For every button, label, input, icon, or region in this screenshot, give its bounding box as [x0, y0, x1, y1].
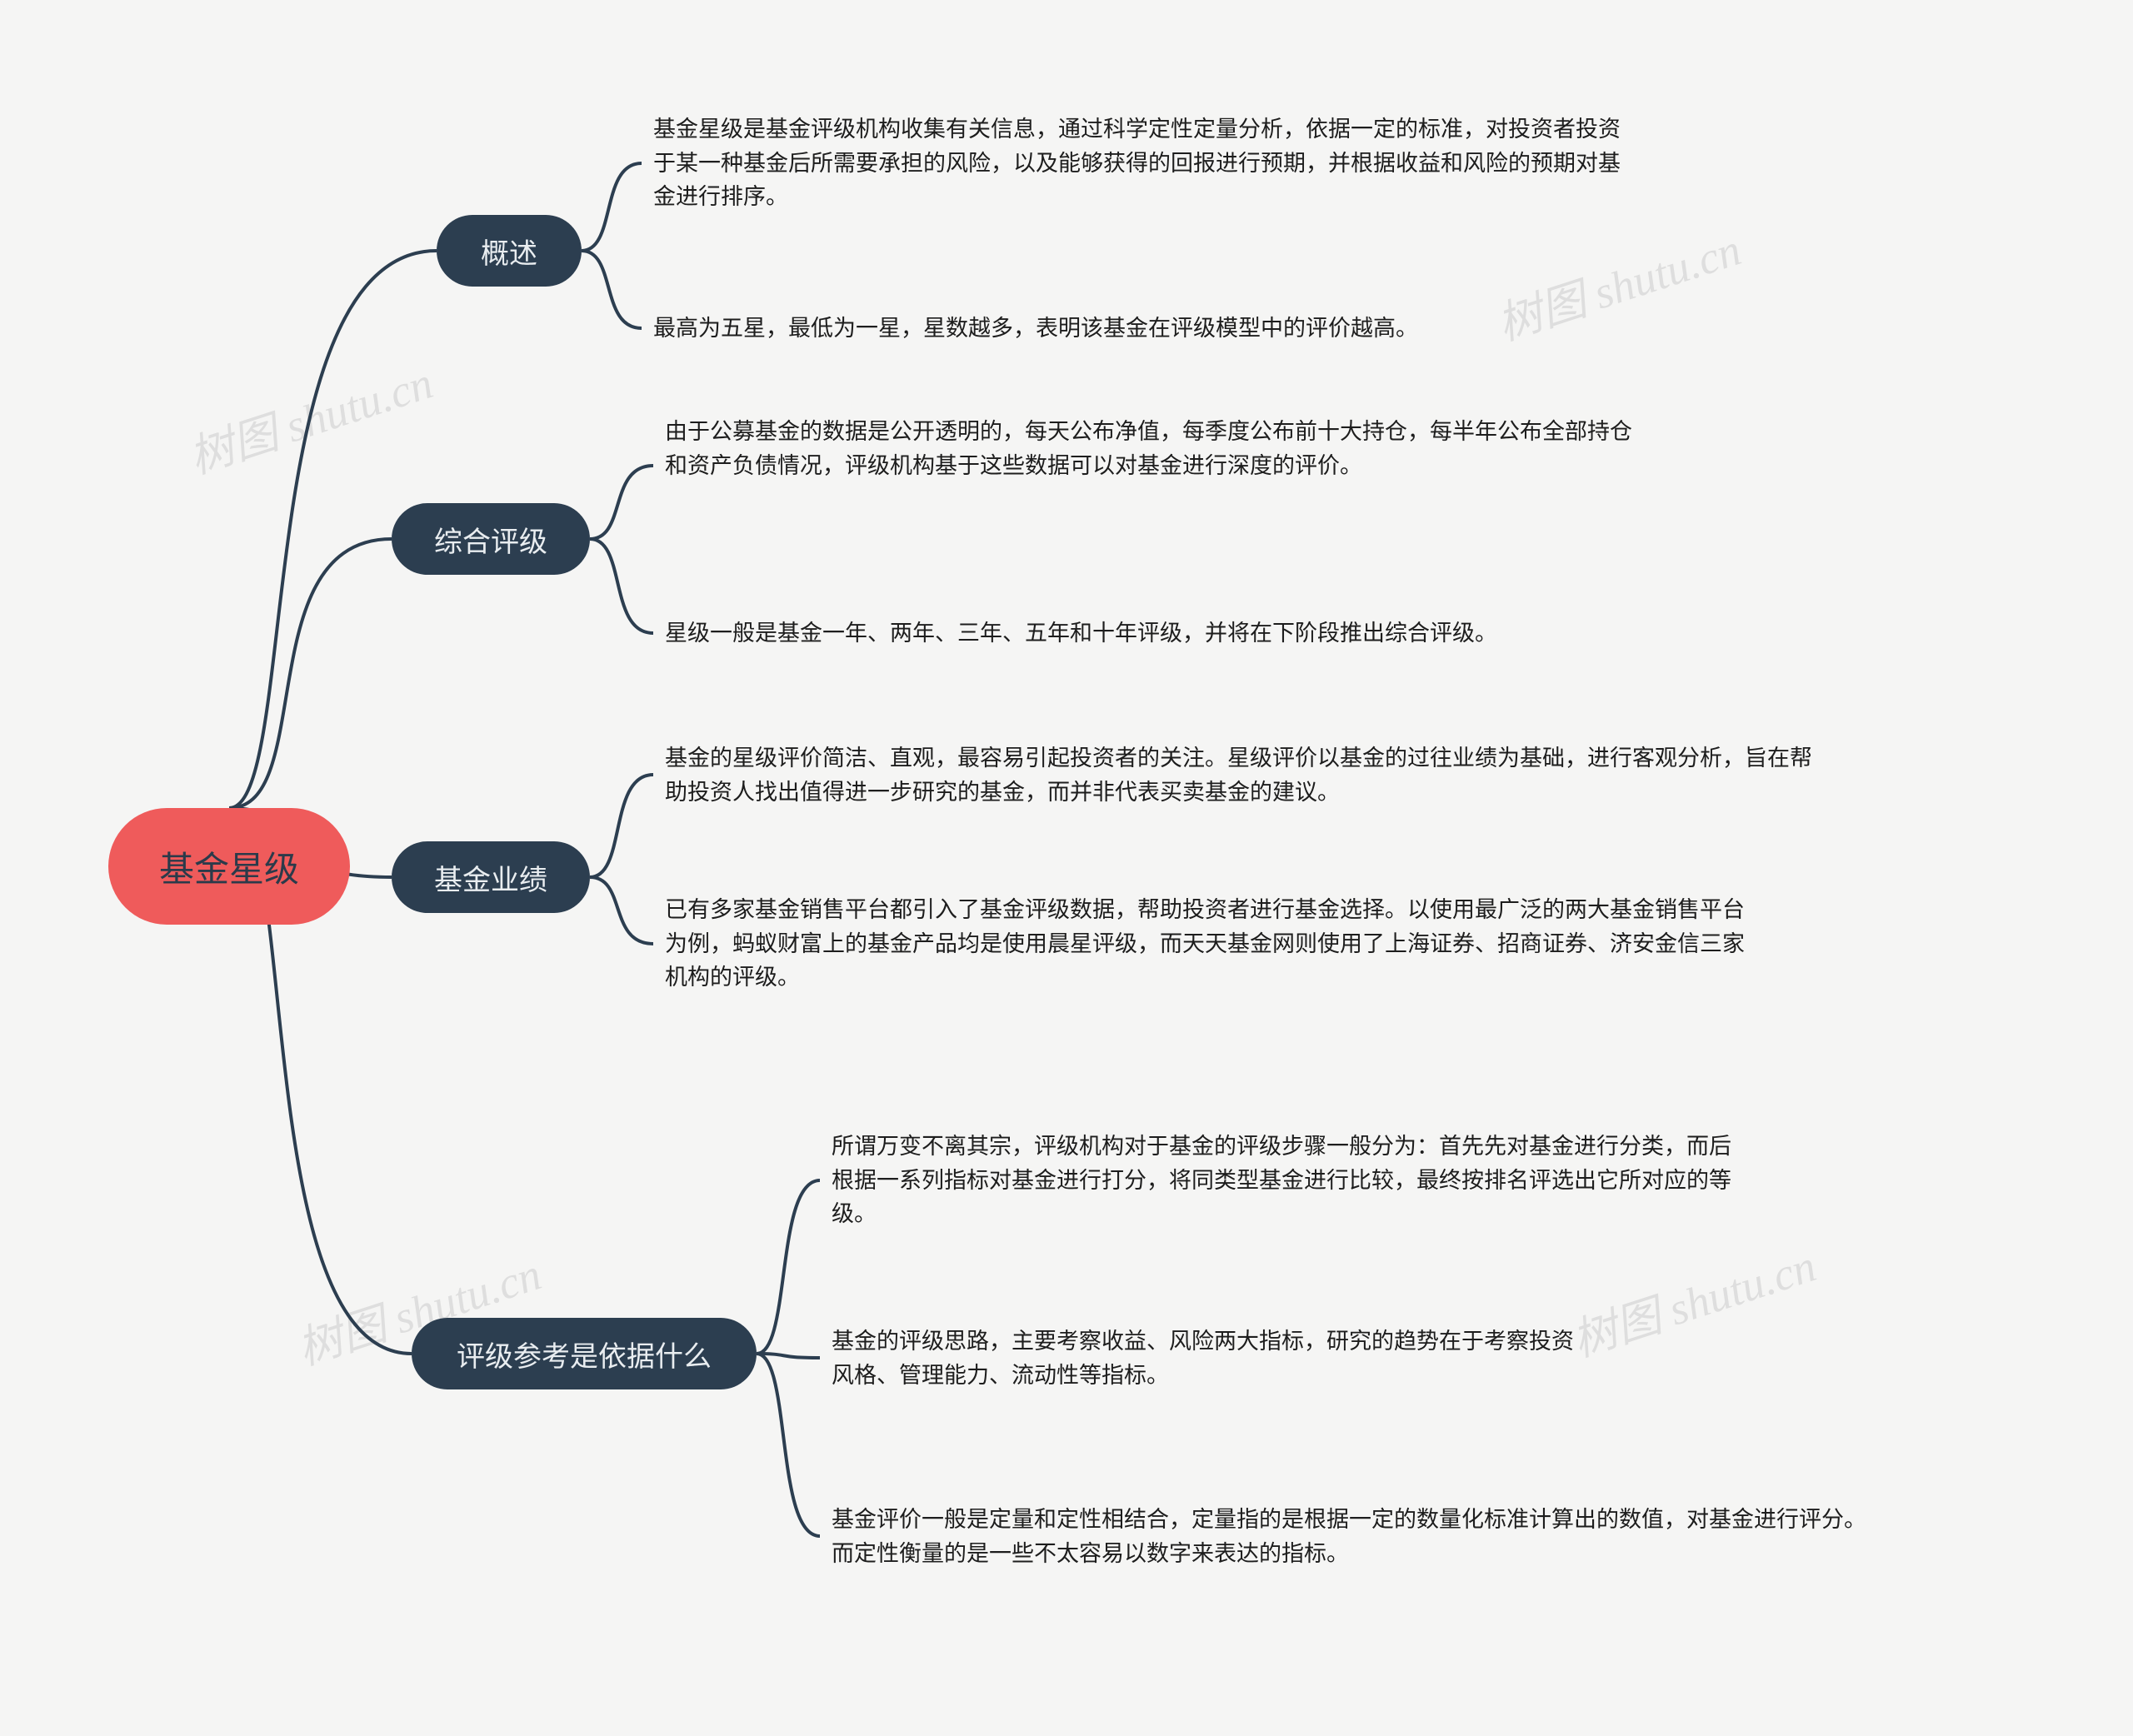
- leaf-text: 基金星级是基金评级机构收集有关信息，通过科学定性定量分析，依据一定的标准，对投资…: [653, 112, 1628, 214]
- branch-node-criteria[interactable]: 评级参考是依据什么: [412, 1318, 757, 1389]
- leaf-text: 星级一般是基金一年、两年、三年、五年和十年评级，并将在下阶段推出综合评级。: [665, 616, 1715, 651]
- mindmap-canvas: 树图 shutu.cn 树图 shutu.cn 树图 shutu.cn 树图 s…: [0, 0, 2133, 1736]
- root-node[interactable]: 基金星级: [108, 808, 350, 925]
- leaf-text: 已有多家基金销售平台都引入了基金评级数据，帮助投资者进行基金选择。以使用最广泛的…: [665, 893, 1748, 995]
- leaf-text: 由于公募基金的数据是公开透明的，每天公布净值，每季度公布前十大持仓，每半年公布全…: [665, 415, 1640, 482]
- branch-node-overview[interactable]: 概述: [437, 215, 582, 287]
- branch-node-performance[interactable]: 基金业绩: [392, 841, 590, 913]
- leaf-text: 最高为五星，最低为一星，星数越多，表明该基金在评级模型中的评价越高。: [653, 312, 1628, 346]
- leaf-text: 所谓万变不离其宗，评级机构对于基金的评级步骤一般分为：首先先对基金进行分类，而后…: [832, 1130, 1748, 1231]
- leaf-text: 基金的星级评价简洁、直观，最容易引起投资者的关注。星级评价以基金的过往业绩为基础…: [665, 741, 1831, 809]
- branch-node-comprehensive[interactable]: 综合评级: [392, 503, 590, 575]
- leaf-text: 基金评价一般是定量和定性相结合，定量指的是根据一定的数量化标准计算出的数值，对基…: [832, 1503, 1873, 1570]
- leaf-text: 基金的评级思路，主要考察收益、风险两大指标，研究的趋势在于考察投资风格、管理能力…: [832, 1324, 1581, 1392]
